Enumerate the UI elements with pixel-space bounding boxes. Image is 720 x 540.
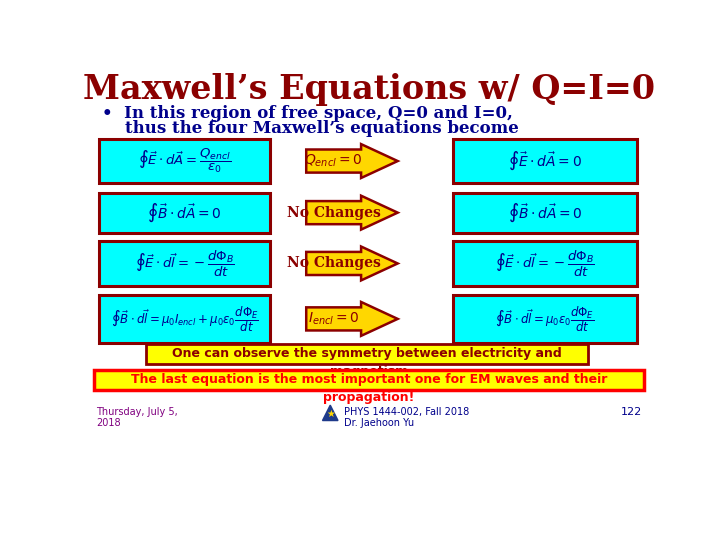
Text: propagation!: propagation!: [323, 392, 415, 404]
Text: $\oint\vec{E}\cdot d\vec{l} = -\dfrac{d\Phi_B}{dt}$: $\oint\vec{E}\cdot d\vec{l} = -\dfrac{d\…: [135, 248, 235, 279]
Text: Maxwell’s Equations w/ Q=I=0: Maxwell’s Equations w/ Q=I=0: [83, 72, 655, 105]
Text: $\oint\vec{E}\cdot d\vec{A} = \dfrac{Q_{encl}}{\varepsilon_0}$: $\oint\vec{E}\cdot d\vec{A} = \dfrac{Q_{…: [138, 147, 231, 175]
Text: Thursday, July 5,
2018: Thursday, July 5, 2018: [96, 407, 178, 428]
Text: 122: 122: [621, 407, 642, 417]
Text: $\oint\vec{B}\cdot d\vec{A} = 0$: $\oint\vec{B}\cdot d\vec{A} = 0$: [508, 201, 582, 224]
Polygon shape: [306, 195, 397, 230]
Text: $\oint\vec{E}\cdot d\vec{A} = 0$: $\oint\vec{E}\cdot d\vec{A} = 0$: [508, 150, 582, 172]
FancyBboxPatch shape: [99, 139, 270, 184]
Polygon shape: [323, 405, 338, 421]
Text: No Changes: No Changes: [287, 256, 381, 271]
Polygon shape: [306, 144, 397, 178]
Text: $I_{encl}=0$: $I_{encl}=0$: [308, 310, 359, 327]
FancyBboxPatch shape: [99, 241, 270, 286]
Text: •  In this region of free space, Q=0 and I=0,: • In this region of free space, Q=0 and …: [102, 105, 513, 122]
Text: $\oint\vec{B}\cdot d\vec{l} = \mu_0\varepsilon_0\dfrac{d\Phi_E}{dt}$: $\oint\vec{B}\cdot d\vec{l} = \mu_0\vare…: [495, 304, 595, 334]
FancyBboxPatch shape: [145, 343, 588, 363]
Polygon shape: [306, 302, 397, 336]
Text: PHYS 1444-002, Fall 2018
Dr. Jaehoon Yu: PHYS 1444-002, Fall 2018 Dr. Jaehoon Yu: [344, 407, 469, 428]
FancyBboxPatch shape: [99, 193, 270, 233]
Text: One can observe the symmetry between electricity and: One can observe the symmetry between ele…: [172, 347, 562, 360]
Text: magnetism: magnetism: [330, 365, 408, 378]
Text: $Q_{encl}=0$: $Q_{encl}=0$: [305, 153, 363, 169]
FancyBboxPatch shape: [453, 139, 637, 184]
Text: $\oint\vec{E}\cdot d\vec{l} = -\dfrac{d\Phi_B}{dt}$: $\oint\vec{E}\cdot d\vec{l} = -\dfrac{d\…: [495, 248, 595, 279]
FancyBboxPatch shape: [453, 295, 637, 343]
FancyBboxPatch shape: [453, 193, 637, 233]
Text: $\oint\vec{B}\cdot d\vec{A} = 0$: $\oint\vec{B}\cdot d\vec{A} = 0$: [147, 201, 222, 224]
Text: thus the four Maxwell’s equations become: thus the four Maxwell’s equations become: [102, 120, 518, 137]
Text: The last equation is the most important one for EM waves and their: The last equation is the most important …: [131, 373, 607, 386]
Text: No Changes: No Changes: [287, 206, 381, 220]
Polygon shape: [306, 247, 397, 280]
Text: ★: ★: [326, 409, 335, 420]
Text: $\oint\vec{B}\cdot d\vec{l} = \mu_0 I_{encl} + \mu_0\varepsilon_0\dfrac{d\Phi_E}: $\oint\vec{B}\cdot d\vec{l} = \mu_0 I_{e…: [111, 304, 258, 334]
FancyBboxPatch shape: [99, 295, 270, 343]
FancyBboxPatch shape: [94, 370, 644, 390]
FancyBboxPatch shape: [453, 241, 637, 286]
